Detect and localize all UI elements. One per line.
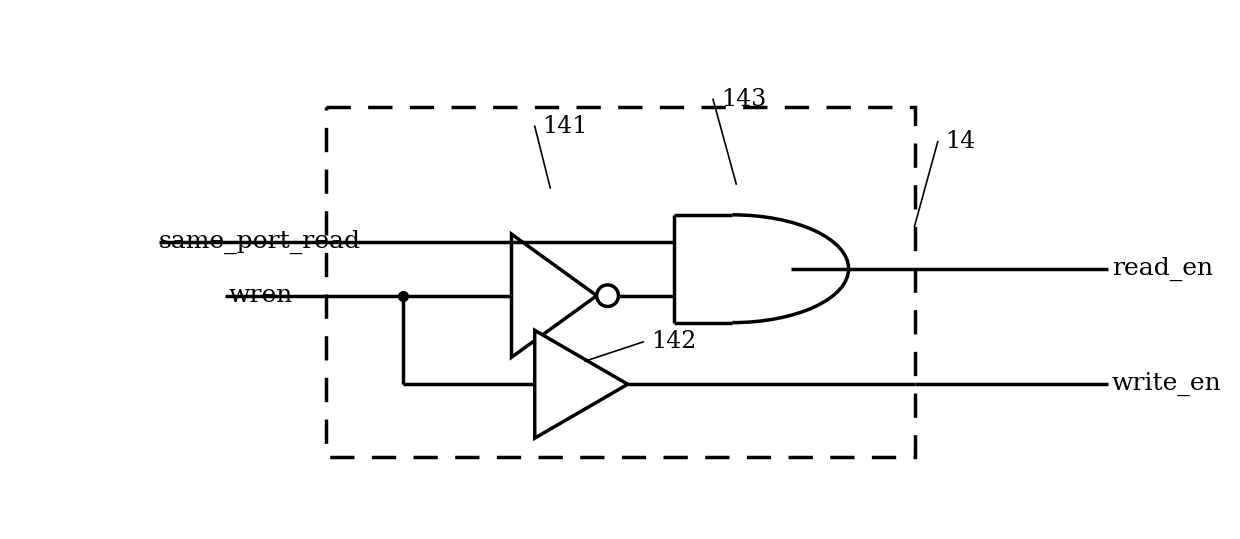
Text: 142: 142 bbox=[651, 330, 697, 354]
Text: write_en: write_en bbox=[1112, 372, 1221, 396]
Text: read_en: read_en bbox=[1112, 257, 1213, 281]
Text: same_port_read: same_port_read bbox=[159, 230, 361, 254]
Text: 141: 141 bbox=[543, 115, 588, 138]
Ellipse shape bbox=[596, 285, 619, 307]
Text: 143: 143 bbox=[720, 88, 766, 111]
Polygon shape bbox=[511, 234, 596, 357]
Text: wren: wren bbox=[228, 284, 293, 307]
Text: 14: 14 bbox=[945, 130, 976, 153]
Polygon shape bbox=[534, 330, 627, 438]
